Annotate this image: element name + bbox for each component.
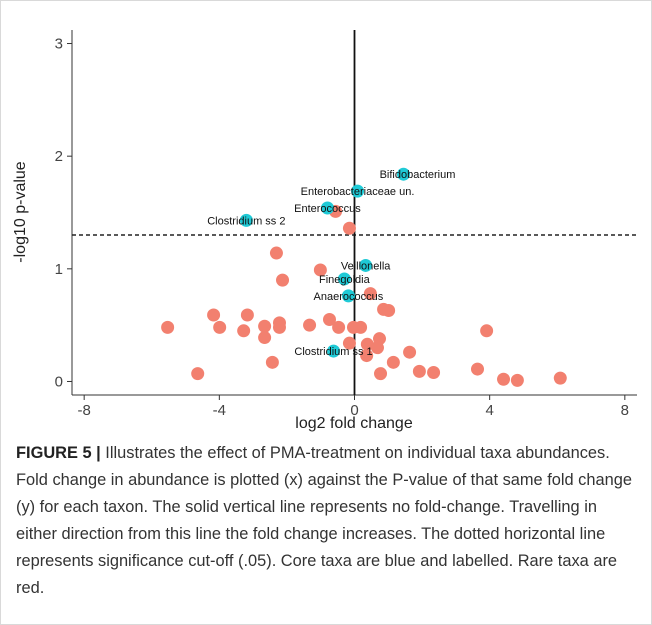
point (161, 320, 175, 334)
point-label: Bifidobacterium (380, 169, 456, 181)
point-label: Enterobacteriaceae un. (301, 186, 415, 198)
point (337, 272, 351, 286)
point (342, 221, 356, 235)
x-axis-label: log2 fold change (295, 415, 413, 432)
point (360, 349, 374, 363)
y-axis-label: -log10 p-value (12, 161, 29, 263)
point (396, 167, 410, 181)
point (320, 201, 334, 215)
point (497, 372, 511, 386)
point (403, 345, 417, 359)
point (207, 308, 221, 322)
point (341, 289, 355, 303)
point (313, 263, 327, 277)
point (237, 324, 251, 338)
point (258, 331, 272, 345)
point (553, 371, 567, 385)
y-tick-label: 2 (55, 148, 63, 165)
point (427, 365, 441, 379)
point (272, 320, 286, 334)
point (332, 320, 346, 334)
point (360, 337, 374, 351)
point (303, 318, 317, 332)
point (276, 273, 290, 287)
point (239, 213, 253, 227)
y-tick-label: 1 (55, 261, 63, 278)
point (191, 367, 205, 381)
point (269, 246, 283, 260)
point (258, 319, 272, 333)
point (265, 355, 279, 369)
y-tick-label: 0 (55, 373, 63, 390)
x-tick-label: 0 (350, 402, 358, 419)
x-tick-label: -8 (77, 402, 90, 419)
point (510, 373, 524, 387)
point (374, 367, 388, 381)
point (382, 304, 396, 318)
point-label: Finegoldia (319, 274, 371, 286)
point (213, 320, 227, 334)
point (327, 344, 341, 358)
point (322, 313, 336, 327)
point (363, 287, 377, 301)
point (240, 308, 254, 322)
point-label: Clostridium ss 2 (207, 215, 285, 227)
x-tick-label: -4 (213, 402, 226, 419)
point-label: Clostridium ss 1 (294, 346, 372, 358)
point (359, 258, 373, 272)
chart: log2 fold change -log10 p-value -8 -4 0 4 8 0… (12, 30, 637, 432)
point (412, 364, 426, 378)
caption-label: FIGURE 5 | (16, 444, 101, 462)
point-label: Enterococcus (294, 203, 361, 215)
point (373, 332, 387, 346)
figure-caption: FIGURE 5 | Illustrates the effect of PMA… (16, 440, 636, 602)
y-tick-label: 3 (55, 36, 63, 53)
point (354, 320, 368, 334)
x-tick-label: 4 (485, 402, 493, 419)
point (480, 324, 494, 338)
point-label: Anaerococcus (314, 291, 384, 303)
caption-text: Illustrates the effect of PMA-treatment … (16, 444, 632, 597)
point (342, 336, 356, 350)
x-tick-label: 8 (621, 402, 629, 419)
point (386, 355, 400, 369)
point (351, 184, 365, 198)
point (471, 362, 485, 376)
point-label: Veillonella (341, 260, 391, 272)
